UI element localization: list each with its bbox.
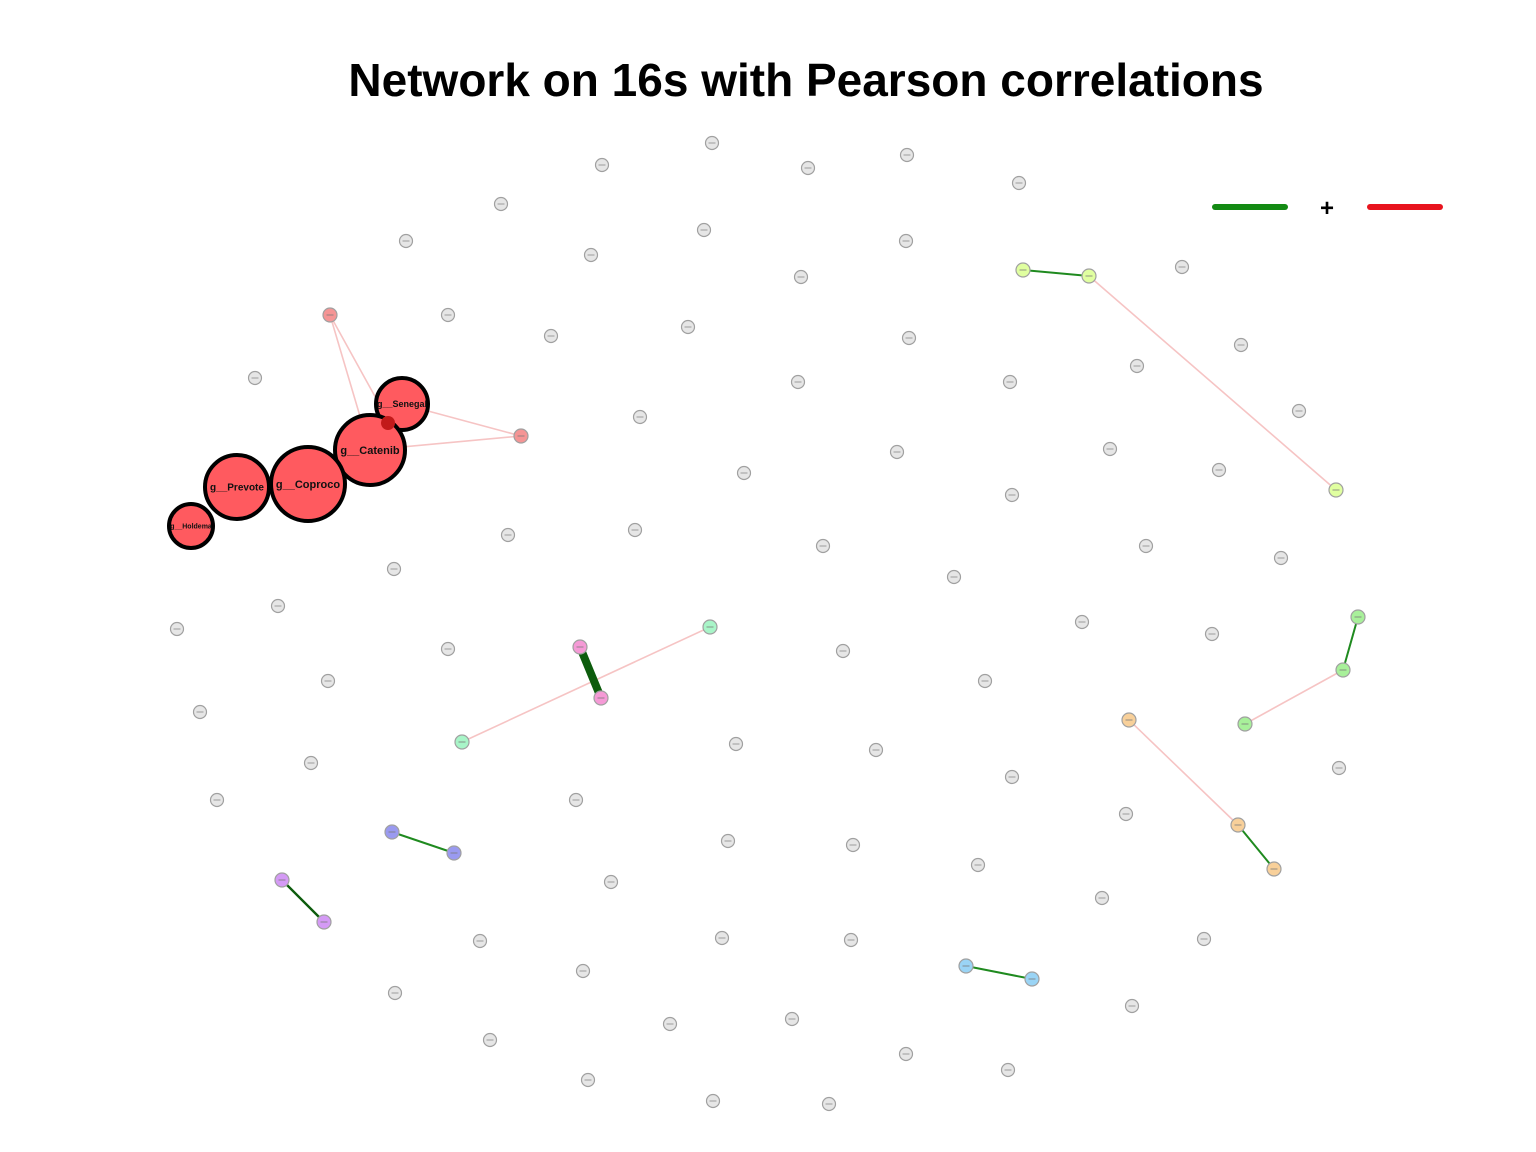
hub-node-label: g__Prevote — [210, 483, 264, 494]
edge — [1342, 616, 1359, 671]
hub-node — [333, 413, 407, 487]
hub-node — [167, 502, 215, 550]
edge — [1128, 719, 1239, 826]
junction-dot — [381, 416, 395, 430]
legend-sign: + — [1320, 195, 1334, 222]
hub-node — [269, 445, 347, 523]
edge — [1244, 669, 1344, 725]
hub-nodes-layer: g__Senegal g__Catenib g__Prevote g__Coproco… — [167, 376, 430, 550]
edge — [1088, 275, 1337, 491]
hub-node-label: g__Coproco — [276, 479, 340, 491]
edge — [391, 831, 455, 854]
chart-title: Network on 16s with Pearson correlations — [348, 54, 1263, 106]
edge — [965, 965, 1033, 980]
edge — [280, 878, 326, 924]
edge — [1237, 824, 1275, 870]
hub-node-label: g__Holdema — [170, 523, 212, 530]
nodes-layer — [169, 135, 1366, 1112]
edge — [576, 643, 605, 702]
hub-node-label: g__Senegal — [377, 399, 427, 409]
hub-node-label: g__Catenib — [340, 445, 400, 457]
edge — [1022, 269, 1090, 277]
hub-node — [203, 453, 271, 521]
legend: + — [1212, 195, 1443, 222]
edges-layer — [280, 269, 1359, 980]
edge — [461, 626, 711, 743]
